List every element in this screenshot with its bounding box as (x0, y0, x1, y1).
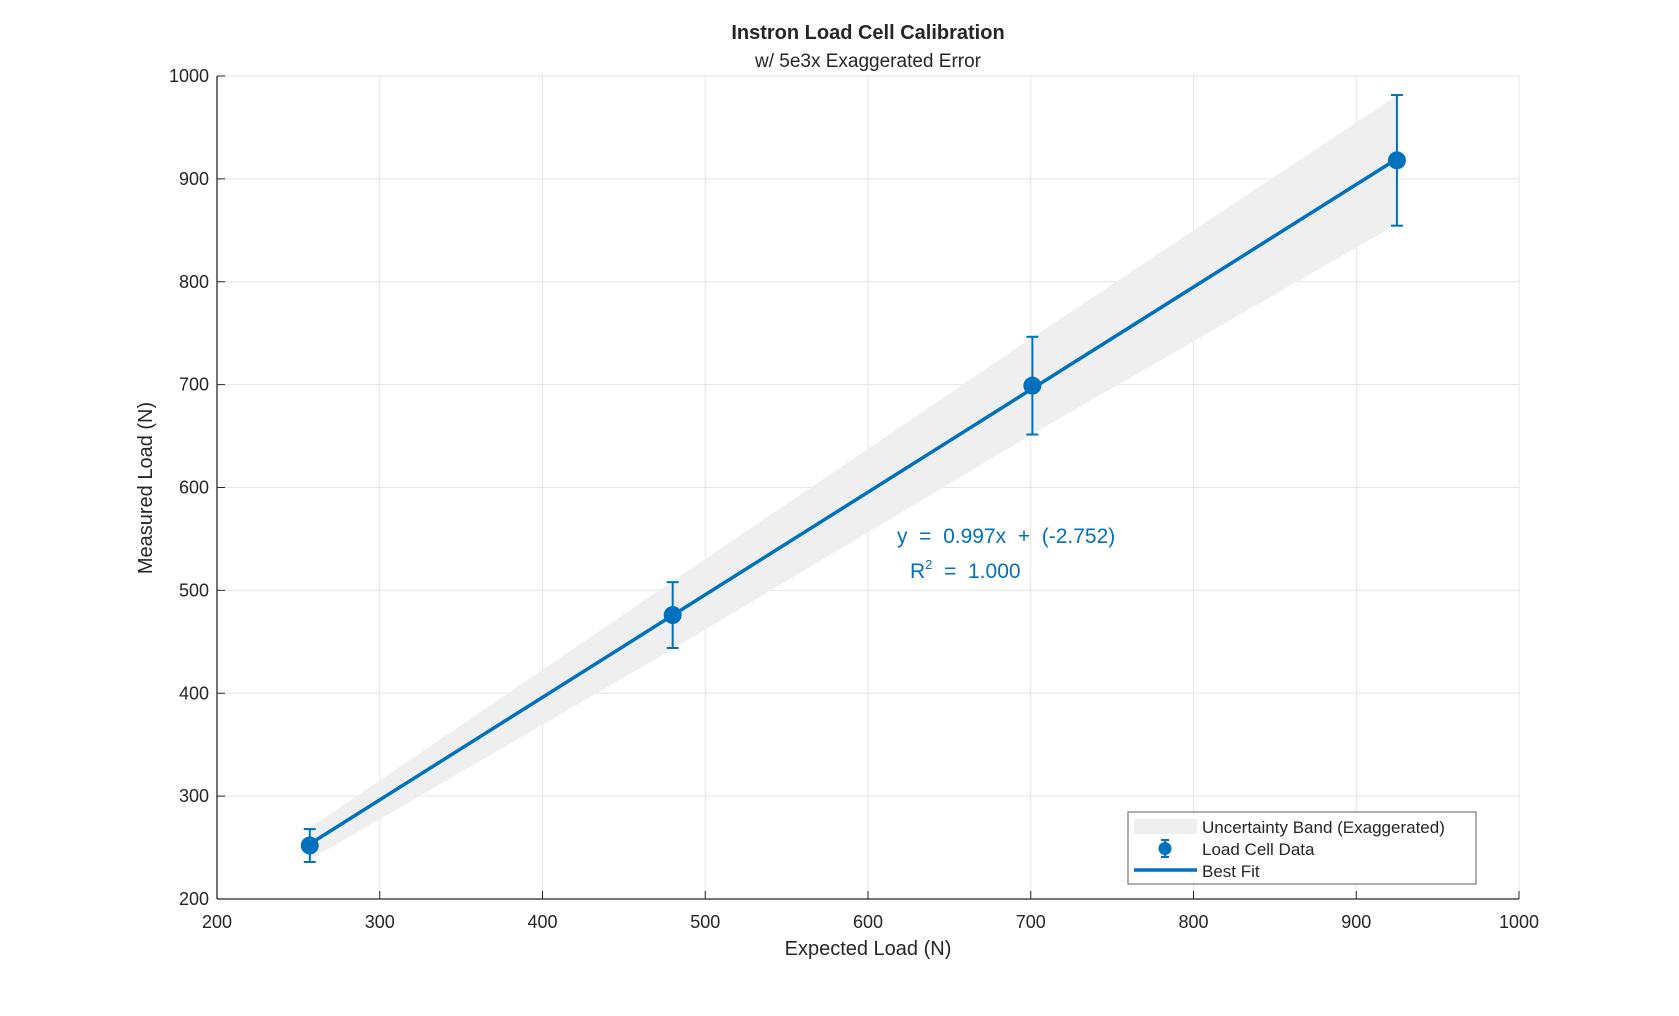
x-tick-label: 500 (690, 912, 720, 932)
axes (216, 75, 1520, 900)
legend-marker-icon (1158, 842, 1172, 855)
x-tick-label: 600 (853, 912, 883, 932)
data-point (1023, 376, 1042, 395)
uncertainty-band-group (309, 95, 1397, 860)
y-tick-label: 900 (179, 169, 209, 189)
y-tick-label: 600 (179, 478, 209, 498)
uncertainty-band (309, 95, 1397, 860)
r-squared-label: R (910, 560, 925, 583)
x-tick-label: 400 (527, 912, 557, 932)
x-tick-label: 800 (1178, 912, 1208, 932)
chart-subtitle: w/ 5e3x Exaggerated Error (754, 51, 982, 72)
legend-entry-fit: Best Fit (1202, 862, 1260, 881)
y-tick-label: 200 (179, 889, 209, 909)
r-squared-superscript: 2 (925, 557, 932, 572)
legend-band-swatch (1134, 819, 1197, 834)
legend-entry-band: Uncertainty Band (Exaggerated) (1202, 818, 1445, 837)
x-axis-label: Expected Load (N) (785, 938, 952, 960)
y-tick-label: 700 (179, 375, 209, 395)
best-fit-group (308, 157, 1398, 846)
x-tick-label: 1000 (1499, 912, 1539, 932)
x-tick-label: 300 (365, 912, 395, 932)
data-points-group (300, 94, 1406, 863)
data-point (663, 606, 682, 625)
chart-title: Instron Load Cell Calibration (731, 22, 1004, 44)
legend: Uncertainty Band (Exaggerated) Load Cell… (1127, 811, 1477, 885)
tick-labels: 200 300 400 500 600 700 800 900 1000 200 300 400 500… (169, 66, 1539, 932)
y-tick-label: 1000 (169, 66, 209, 86)
y-tick-label: 400 (179, 683, 209, 703)
y-tick-label: 800 (179, 272, 209, 292)
data-point (300, 836, 319, 855)
fit-equation-annotation: y = 0.997x + (-2.752) (897, 525, 1115, 548)
y-tick-label: 300 (179, 786, 209, 806)
y-tick-label: 500 (179, 580, 209, 600)
best-fit-line (308, 157, 1398, 846)
x-tick-label: 200 (202, 912, 232, 932)
r-squared-annotation: R2 = 1.000 (910, 557, 1021, 583)
x-tick-label: 700 (1016, 912, 1046, 932)
data-point (1387, 151, 1406, 170)
legend-entry-data: Load Cell Data (1202, 840, 1315, 859)
x-tick-label: 900 (1341, 912, 1371, 932)
y-axis-label: Measured Load (N) (135, 402, 157, 574)
r-squared-value: = 1.000 (932, 560, 1020, 583)
